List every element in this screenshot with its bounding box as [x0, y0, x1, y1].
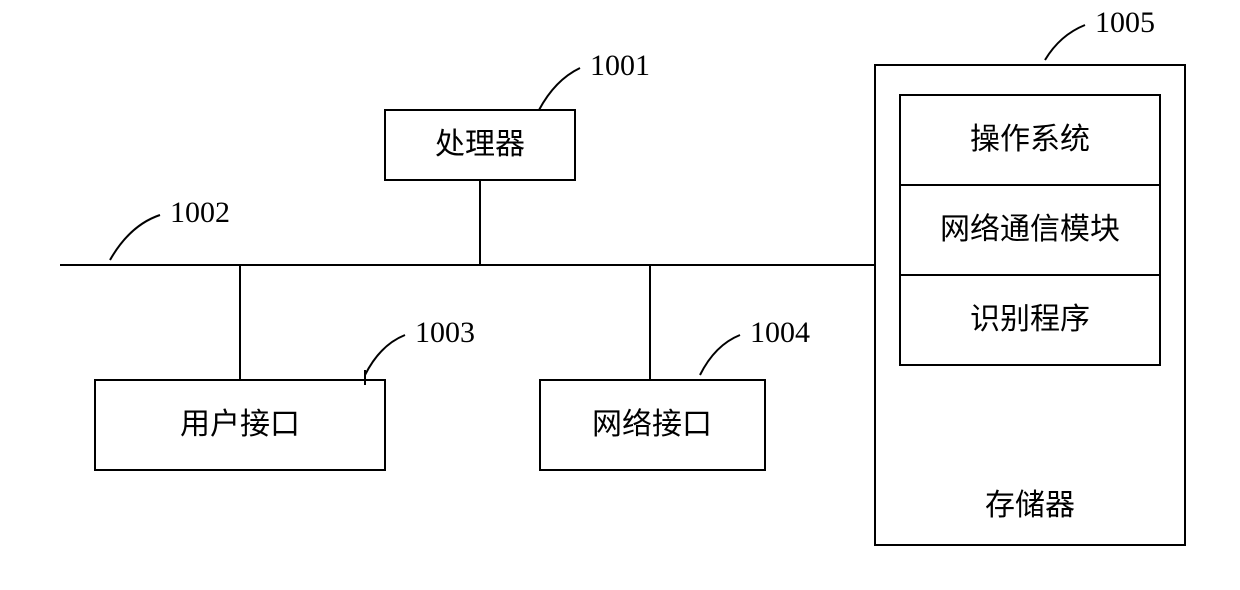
- bus-tag-id: 1003: [415, 316, 475, 349]
- lead-processor: [539, 68, 580, 110]
- lead-user-if: [110, 215, 160, 260]
- node-processor: 处理器 1001: [385, 49, 650, 180]
- net-if-id: 1004: [750, 316, 810, 349]
- memory-row-os-label: 操作系统: [970, 123, 1090, 156]
- lead-bus-tag: [365, 335, 405, 375]
- memory-row-recog-label: 识别程序: [970, 303, 1090, 336]
- memory-row-recog: 识别程序: [900, 275, 1160, 365]
- user-if-id: 1002: [170, 196, 230, 229]
- node-bus-tag: 1003: [365, 316, 475, 385]
- memory-row-os: 操作系统: [900, 95, 1160, 185]
- memory-row-netcomm-label: 网络通信模块: [940, 213, 1120, 246]
- lead-memory: [1045, 25, 1085, 60]
- node-network-interface: 网络接口 1004: [540, 316, 810, 470]
- user-if-label: 用户接口: [180, 408, 300, 441]
- net-if-label: 网络接口: [592, 408, 712, 441]
- processor-id: 1001: [590, 49, 650, 82]
- memory-id: 1005: [1095, 6, 1155, 39]
- processor-label: 处理器: [435, 128, 525, 161]
- node-memory: 存储器 1005 操作系统 网络通信模块 识别程序: [875, 6, 1185, 545]
- lead-net-if: [700, 335, 740, 375]
- block-diagram: 处理器 1001 用户接口 1002 网络接口 1004 1003 存储器 10…: [0, 0, 1240, 590]
- memory-label: 存储器: [985, 489, 1075, 522]
- memory-row-netcomm: 网络通信模块: [900, 185, 1160, 275]
